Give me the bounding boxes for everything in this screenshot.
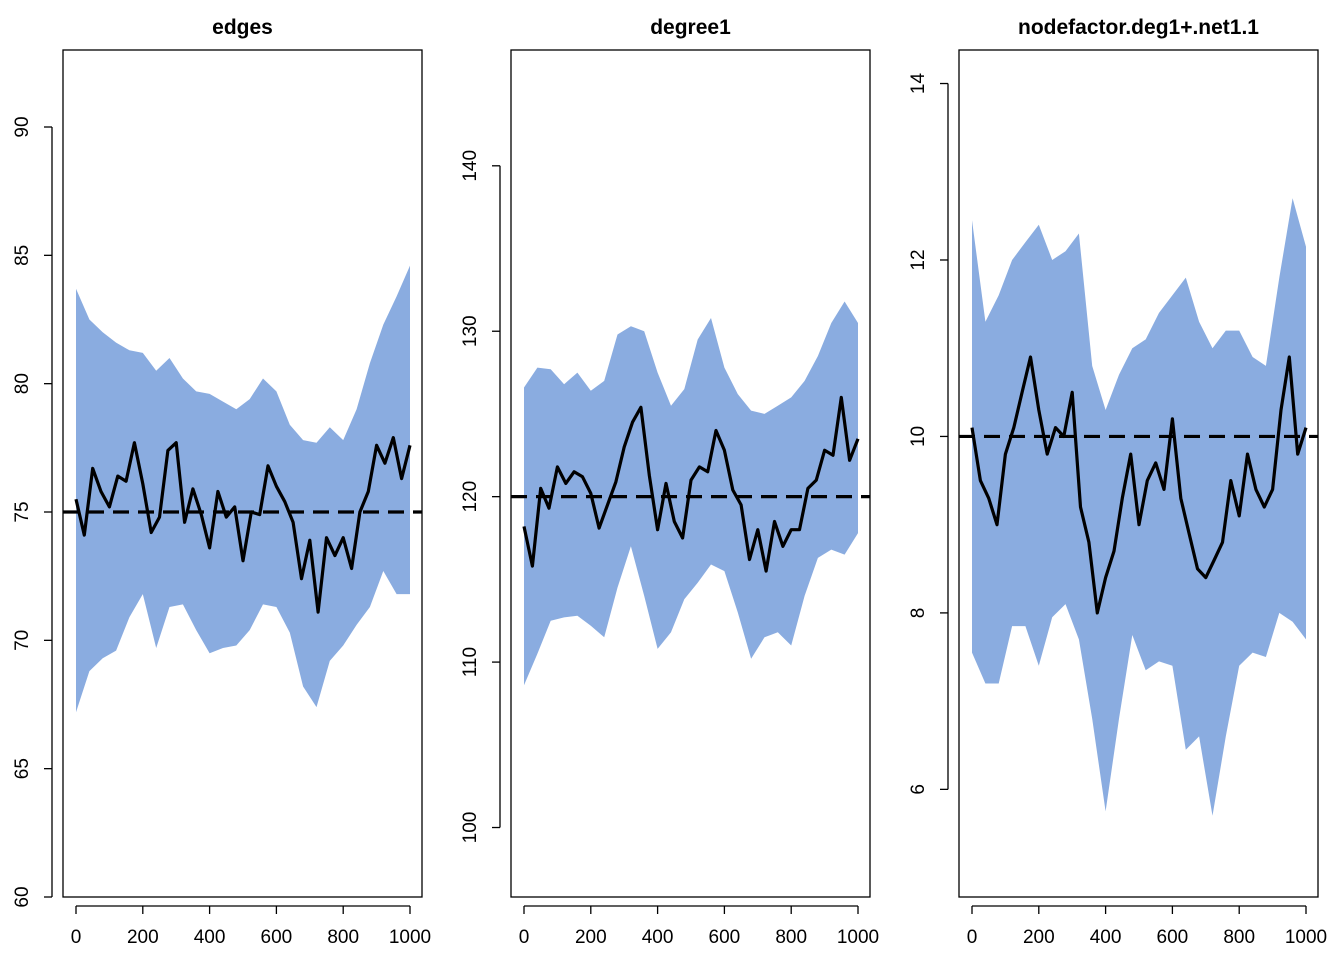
panel-title: degree1 [650, 16, 731, 39]
mean-series-line [74, 436, 412, 614]
x-tick-label: 600 [709, 927, 741, 948]
simulation-band [524, 301, 858, 686]
y-tick-label: 12 [908, 249, 929, 270]
mean-series-line [522, 395, 860, 573]
y-tick-label: 100 [460, 812, 481, 844]
y-tick-label: 70 [12, 630, 33, 651]
x-tick-label: 600 [1157, 927, 1189, 948]
panel-2: degree1 0 200 400 600 800 1000 100 110 120 130 140 [460, 16, 879, 948]
panel-1: edges 0 200 400 600 800 1000 60 65 70 75 80 85 90 [12, 16, 431, 948]
y-tick-label: 75 [12, 501, 33, 522]
x-tick-label: 0 [967, 927, 978, 948]
y-tick-label: 80 [12, 373, 33, 394]
plot-frame [958, 49, 1319, 898]
y-tick-label: 14 [908, 73, 929, 95]
y-tick-label: 130 [460, 315, 481, 347]
x-tick-label: 200 [575, 927, 607, 948]
y-tick-label: 85 [12, 245, 33, 266]
y-tick-label: 10 [908, 426, 929, 447]
x-tick-label: 1000 [837, 927, 879, 948]
simulation-band [972, 198, 1306, 816]
x-tick-label: 200 [127, 927, 159, 948]
simulation-band [76, 265, 410, 713]
x-tick-label: 0 [71, 927, 82, 948]
x-tick-label: 1000 [389, 927, 431, 948]
plot-frame [510, 49, 871, 898]
x-tick-label: 0 [519, 927, 530, 948]
y-tick-label: 65 [12, 758, 33, 779]
x-tick-label: 400 [642, 927, 674, 948]
y-tick-label: 120 [460, 481, 481, 513]
y-tick-label: 6 [908, 784, 929, 795]
panel-title: edges [212, 16, 273, 39]
panel-3: nodefactor.deg1+.net1.1 0 200 400 600 800 1000… [908, 16, 1327, 948]
y-tick-label: 8 [908, 608, 929, 619]
x-tick-label: 800 [1223, 927, 1255, 948]
x-tick-label: 400 [194, 927, 226, 948]
panel-title: nodefactor.deg1+.net1.1 [1018, 16, 1259, 39]
plot-frame [62, 49, 423, 898]
x-tick-label: 600 [261, 927, 293, 948]
x-tick-label: 800 [327, 927, 359, 948]
y-tick-label: 140 [460, 150, 481, 182]
x-tick-label: 400 [1090, 927, 1122, 948]
x-tick-label: 1000 [1285, 927, 1327, 948]
x-tick-label: 200 [1023, 927, 1055, 948]
mean-series-line [970, 355, 1308, 615]
x-tick-label: 800 [775, 927, 807, 948]
y-tick-label: 110 [460, 647, 481, 677]
y-tick-label: 90 [12, 116, 33, 137]
y-tick-label: 60 [12, 886, 33, 907]
